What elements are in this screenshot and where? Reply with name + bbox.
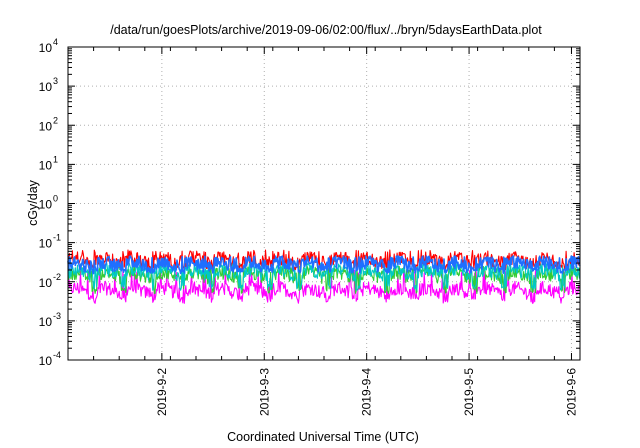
y-tick-exponent: 4 [53, 37, 58, 47]
x-tick-label: 2019-9-6 [564, 368, 578, 416]
grid [68, 47, 580, 360]
y-axis-label: cGy/day [26, 179, 40, 226]
series-line [67, 269, 581, 304]
y-tick-label: 10 [39, 41, 53, 55]
series-layer [67, 249, 581, 304]
y-tick-exponent: 0 [53, 194, 58, 204]
y-tick-label: 10 [39, 315, 53, 329]
y-tick-exponent: 2 [53, 115, 58, 125]
y-tick-exponent: -3 [53, 311, 61, 321]
y-tick-exponent: 1 [53, 154, 58, 164]
y-tick-label: 10 [39, 198, 53, 212]
y-tick-exponent: -4 [53, 350, 61, 360]
x-tick-label: 2019-9-3 [257, 368, 271, 416]
x-axis-label: Coordinated Universal Time (UTC) [227, 430, 419, 444]
y-tick-label: 10 [39, 354, 53, 368]
series-line [67, 255, 581, 275]
x-tick-label: 2019-9-4 [360, 368, 374, 416]
x-tick-label: 2019-9-5 [462, 368, 476, 416]
series-line [67, 262, 581, 291]
y-tick-label: 10 [39, 237, 53, 251]
x-ticks: 2019-9-2 2019-9-3 2019-9-4 2019-9-5 2019-9-6 [67, 47, 581, 416]
y-tick-exponent: 3 [53, 76, 58, 86]
y-tick-exponent: -2 [53, 272, 61, 282]
y-tick-exponent: -1 [53, 233, 61, 243]
series-line [67, 249, 581, 271]
y-tick-label: 10 [39, 80, 53, 94]
y-tick-label: 10 [39, 119, 53, 133]
y-tick-label: 10 [39, 276, 53, 290]
chart-title: /data/run/goesPlots/archive/2019-09-06/0… [110, 23, 542, 37]
x-tick-label: 2019-9-2 [155, 368, 169, 416]
y-tick-label: 10 [39, 158, 53, 172]
